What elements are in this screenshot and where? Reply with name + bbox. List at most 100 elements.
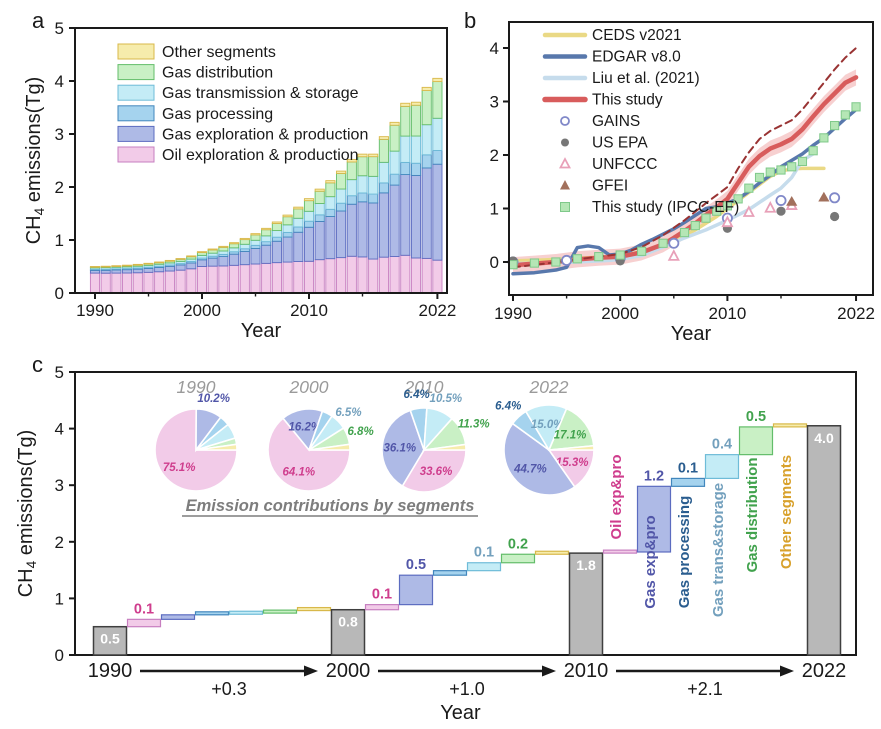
panel-a-letter: a <box>32 8 45 33</box>
bar-1995-gas_ep <box>143 267 154 273</box>
pie-label-gas_dist: 17.1% <box>554 430 587 442</box>
delta-bar-gas_proc <box>432 570 468 576</box>
legend-label: CEDS v2021 <box>592 27 682 44</box>
pie-slice-other <box>548 444 595 451</box>
panel-b-series <box>507 47 861 276</box>
label: 4 <box>55 420 64 439</box>
segment-name-gas_trans: Gas trans&storage <box>710 483 727 617</box>
bar-2002-gas_trans <box>218 250 229 255</box>
bar-1992-gas_ep <box>111 269 122 274</box>
bar-2021-other <box>421 86 432 91</box>
annotation-title: Emission contributions by segments <box>186 497 475 515</box>
bar-2020-gas_proc <box>410 162 422 176</box>
x-tick: 2010 <box>708 304 746 323</box>
bar-2009-oil <box>293 261 304 294</box>
series-this-study-upper-bound <box>512 47 858 269</box>
delta-bar-oil <box>602 549 638 554</box>
pie-label-gas_dist: 11.3% <box>458 419 490 431</box>
bar-2005-gas_trans <box>250 239 261 246</box>
bar-2012-gas_proc <box>325 208 336 217</box>
bar-2011-gas_dist <box>314 190 325 204</box>
delta-value: 1.2 <box>644 468 664 484</box>
y-axis-title: CH4 emissions(Tg) <box>23 77 47 245</box>
bar-2007-gas_ep <box>271 240 282 264</box>
label: 5 <box>55 19 64 38</box>
legend-swatch-oil <box>117 146 155 163</box>
delta-bar-gas_trans <box>228 610 264 615</box>
pie-slice-gas_dist <box>547 407 595 451</box>
pie-label-gas_trans: 10.5% <box>430 393 463 405</box>
pie-label-gas_trans: 15.0% <box>531 419 564 431</box>
bar-2020-gas_ep <box>410 174 422 259</box>
bar-2020-other <box>410 101 422 106</box>
bar-1999-gas_ep <box>186 262 197 270</box>
pie-year-title: 2022 <box>529 377 569 397</box>
bar-1993-gas_ep <box>122 269 133 274</box>
x-tick: 2000 <box>601 304 639 323</box>
legend-label: EDGAR v8.0 <box>592 49 681 66</box>
bar-1994-oil <box>132 272 143 294</box>
label: 4 <box>490 39 499 58</box>
pie-slice-oil <box>154 408 238 492</box>
delta-bar-other <box>772 423 808 428</box>
segment-name-other: Other segments <box>778 455 795 569</box>
delta-value: 0.5 <box>746 409 766 425</box>
delta-bar-gas_ep <box>636 485 672 553</box>
legend-marker-swatch <box>560 180 570 190</box>
total-bar-value: 0.5 <box>100 631 120 647</box>
label: 1 <box>55 589 64 608</box>
delta-value: 0.1 <box>474 545 494 561</box>
delta-bar-other <box>296 606 332 612</box>
bar-2000-gas_ep <box>196 259 208 267</box>
legend-swatch-other <box>117 43 155 60</box>
delta-bar-gas_dist <box>262 609 298 614</box>
bar-1997-other <box>164 259 175 262</box>
delta-bar-gas_trans <box>704 454 740 480</box>
bar-2020-gas_trans <box>410 135 422 164</box>
bar-2015-other <box>357 153 368 158</box>
panel-b-legend: CEDS v2021 EDGAR v8.0 Liu et al. (2021) Thi… <box>542 27 739 216</box>
bar-2022-gas_dist <box>432 81 443 119</box>
bar-1992-oil <box>111 272 122 294</box>
label: 3 <box>55 476 64 495</box>
bar-2016-gas_dist <box>368 156 379 177</box>
delta-value: 0.1 <box>372 587 392 603</box>
legend-label-gas_proc: Gas processing <box>162 106 273 123</box>
bar-2016-gas_ep <box>368 202 379 260</box>
panel-a-stacked-bar-chart: 0 1 2 3 4 5 1990 2000 2010 2022 Year CH4 emissions(… <box>23 19 456 342</box>
arrow-delta-label: +2.1 <box>687 679 723 699</box>
bar-2009-other <box>293 206 304 210</box>
bar-2011-gas_ep <box>314 220 325 261</box>
legend-label: US EPA <box>592 135 648 152</box>
label: 4 <box>55 72 64 91</box>
markers-gfei <box>786 191 830 206</box>
bar-2013-other <box>336 170 347 174</box>
bar-2001-gas_ep <box>207 257 218 267</box>
arrow-delta-label: +0.3 <box>211 679 247 699</box>
delta-value: 0.1 <box>678 460 698 476</box>
pie-2010: 2010 33.6% 36.1% 6.4% 10.5% 11.3% <box>381 377 490 493</box>
bar-2008-gas_ep <box>282 236 293 263</box>
pie-label-oil: 64.1% <box>283 466 316 478</box>
bar-2009-gas_proc <box>293 226 304 233</box>
bar-2019-gas_proc <box>400 161 411 176</box>
bar-2007-gas_trans <box>271 230 282 238</box>
pie-slice-gas_ep <box>503 422 576 496</box>
bar-2013-gas_proc <box>336 202 347 212</box>
bar-2005-oil <box>250 263 261 294</box>
bar-2002-other <box>218 245 229 248</box>
label: 0 <box>55 646 64 665</box>
bar-1990-other <box>89 266 101 268</box>
legend-marker-swatch <box>559 157 571 169</box>
legend-label: This study (IPCC-EF) <box>592 199 739 216</box>
pie-2022: 2022 15.3% 44.7% 6.4% 15.0%17.1% <box>495 377 595 496</box>
bar-2005-other <box>250 233 261 236</box>
bar-2000-oil <box>196 266 208 294</box>
panel-c-x-annotations: 1990 2000 2010 2022 +0.3 +1.0 +2.1 Year <box>88 660 847 724</box>
legend-label-gas_dist: Gas distribution <box>162 65 273 82</box>
bar-1998-oil <box>175 269 186 294</box>
delta-bar-gas_ep <box>160 614 196 620</box>
bar-2004-gas_dist <box>239 239 250 245</box>
bar-2019-gas_ep <box>400 174 411 256</box>
panel-a-axes: 0 1 2 3 4 5 1990 2000 2010 2022 Year CH4 emissions(… <box>23 19 456 342</box>
